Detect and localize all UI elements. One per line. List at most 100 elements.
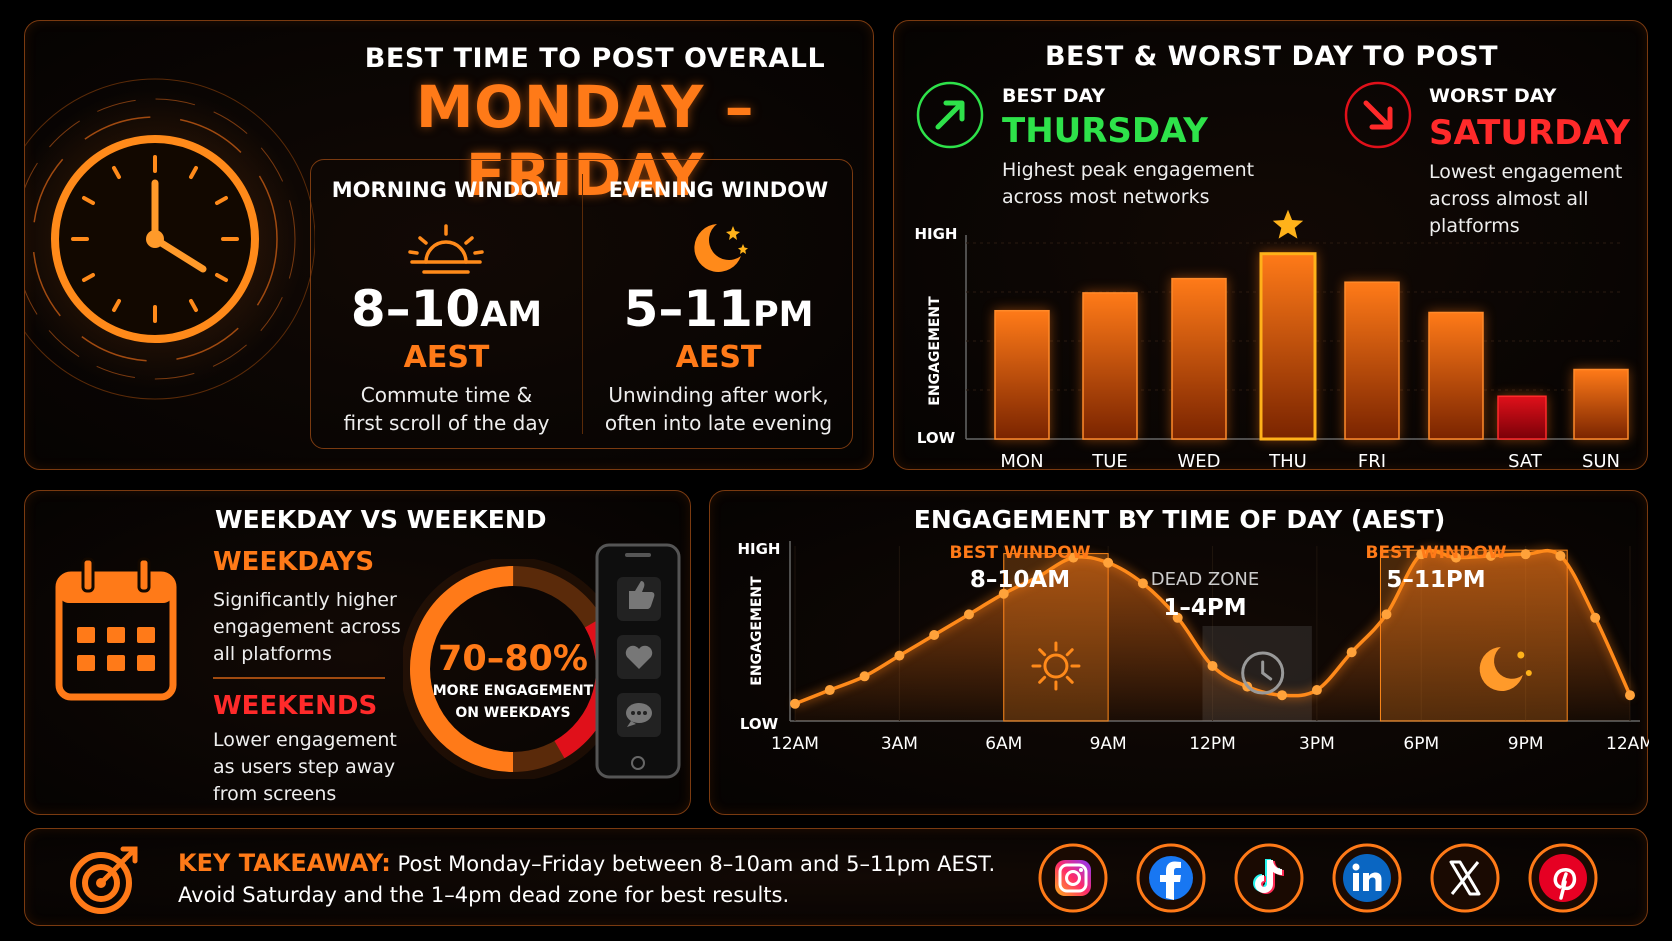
evening-label: EVENING WINDOW [608,178,829,202]
donut-value: 70–80% [438,639,588,679]
best-day-name: THURSDAY [1002,111,1208,151]
line-point [1555,550,1566,561]
line-point [1520,549,1531,560]
x-tick-2: 6AM [985,734,1022,754]
line-point [1103,557,1114,568]
moon-stars-icon [694,224,748,272]
x-tick-mon: MON [1000,451,1043,471]
bar-blank [1428,311,1484,440]
line-point [1590,612,1601,623]
overall-days: MONDAY – FRIDAY [415,73,755,209]
evening-moon-icon [1479,647,1523,691]
donut-weekday-segment [410,566,616,772]
x-tick-5: 3PM [1299,734,1335,754]
x-tick-sat: SAT [1508,451,1543,471]
evening-star-icon [1525,670,1532,676]
line-point [1068,552,1079,563]
morning-zone: AEST [403,340,490,375]
star-icon [1272,209,1304,239]
bar-mon [994,309,1050,440]
x-tick-thu: THU [1268,451,1307,471]
y-axis-label: ENGAGEMENT [927,296,943,406]
morning-time-suffix: AM [480,295,543,335]
calendar-icon [55,557,177,701]
line-point [1625,690,1635,701]
evening-zone: AEST [675,340,762,375]
morning-label: MORNING WINDOW [331,178,562,202]
instagram-icon[interactable] [1037,842,1109,914]
weekdays-line-2: engagement across [213,616,401,638]
line-point [1172,612,1183,623]
social-icons [1037,842,1637,914]
evening-time-range: 5–11 [623,280,753,338]
worst-day-note-2: across almost all [1429,188,1589,210]
weekdays-title: WEEKDAYS [213,547,375,577]
morning-time-range: 8–10 [350,280,481,338]
line-point [1277,690,1288,701]
morning-window: MORNING WINDOW 8–10AM AEST Commute time … [311,160,582,450]
line-point [1451,552,1462,563]
phone-icon [595,543,681,779]
y-axis-label: ENGAGEMENT [749,576,765,686]
pinterest-icon[interactable] [1527,842,1599,914]
morning-note-2: first scroll of the day [343,411,550,435]
dead-zone-label: DEAD ZONE [1150,569,1260,590]
weekday-panel: WEEKDAY VS WEEKEND WEEKDAYS Significantl… [24,490,691,815]
dead-zone-time: 1–4PM [1163,595,1247,621]
trend-up-icon [916,81,984,149]
best-day-note-2: across most networks [1002,186,1210,208]
bar-fri [1344,281,1400,440]
line-point [998,588,1009,599]
x-tick-7: 9PM [1508,734,1544,754]
best-day-note-1: Highest peak engagement [1002,159,1255,181]
window-box: MORNING WINDOW 8–10AM AEST Commute time … [310,159,853,449]
day-bar-chart: HIGH LOW ENGAGEMENT MON TUE WED THU FRI SAT SUN [914,209,1629,471]
bar-sat [1497,395,1547,440]
bar-sun [1573,368,1629,440]
x-tick-4: 12PM [1189,734,1236,754]
bar-tue [1082,292,1138,440]
weekends-line-2: as users step away [213,756,396,778]
linkedin-icon[interactable] [1331,842,1403,914]
weekdays-line-3: all platforms [213,643,332,665]
x-tick-3: 9AM [1090,734,1127,754]
line-point [859,671,870,682]
worst-day-label: WORST DAY [1429,85,1557,107]
evening-note-1: Unwinding after work, [608,383,829,407]
line-point [1485,550,1496,561]
y-tick-low: LOW [740,715,779,733]
target-icon [70,846,138,914]
trend-down-icon [1344,81,1412,149]
weekends-line-1: Lower engagement [213,729,397,751]
window-divider [582,174,583,434]
best-worst-heading: BEST & WORST DAY TO POST [1044,41,1499,72]
bar-thu [1259,252,1317,441]
best-window-label-1: BEST WINDOW [949,543,1091,563]
line-point [1346,647,1357,658]
facebook-icon[interactable] [1135,842,1207,914]
tiktok-icon[interactable] [1233,842,1305,914]
line-point [1381,609,1392,620]
x-tick-sun: SUN [1582,451,1620,471]
sun-icon [1031,641,1081,691]
sunrise-icon [408,224,484,274]
donut-label-2: ON WEEKDAYS [455,705,571,721]
x-icon[interactable] [1429,842,1501,914]
evening-window: EVENING WINDOW 5–11PM AEST Unwinding aft… [583,160,854,450]
weekdays-line-1: Significantly higher [213,589,397,611]
weekday-divider [213,677,385,679]
y-tick-low: LOW [917,429,956,447]
x-tick-8: 12AM [1606,734,1649,754]
best-worst-panel: BEST & WORST DAY TO POST BEST DAY THURSD… [893,20,1648,471]
y-tick-high: HIGH [914,225,957,243]
donut-label-1: MORE ENGAGEMENT [432,683,594,699]
worst-day-note-1: Lowest engagement [1429,161,1623,183]
line-point [929,630,940,640]
line-point [790,698,800,709]
line-point [963,609,974,620]
x-tick-6: 6PM [1403,734,1439,754]
best-window-time-2: 5–11PM [1386,567,1486,593]
best-time-panel: BEST TIME TO POST OVERALL MONDAY – FRIDA… [24,20,874,470]
clock-icon [25,78,315,400]
time-of-day-heading: ENGAGEMENT BY TIME OF DAY (AEST) [913,505,1446,534]
